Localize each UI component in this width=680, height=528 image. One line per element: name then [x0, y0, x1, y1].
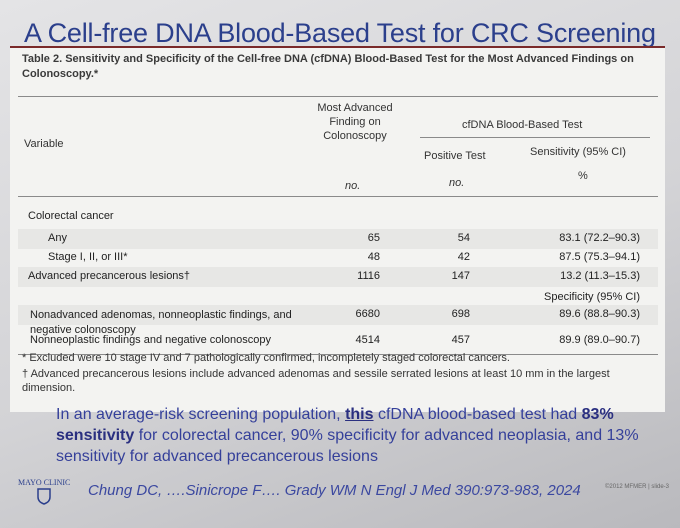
slide-title: A Cell-free DNA Blood-Based Test for CRC…: [24, 18, 656, 48]
summary: In an average-risk screening population,…: [56, 404, 656, 467]
row-label: Stage I, II, or III*: [48, 251, 128, 263]
row-label: Any: [48, 232, 67, 244]
citation: Chung DC, ….Sinicrope F…. Grady WM N Eng…: [88, 482, 581, 499]
header: Positive Test: [424, 150, 486, 162]
rule: [420, 137, 650, 138]
unit: no.: [345, 180, 361, 192]
cell: Specificity (95% CI): [544, 291, 640, 303]
footnote: † Advanced precancerous lesions include …: [22, 368, 610, 394]
cell: 65: [367, 232, 380, 244]
row-label: Advanced precancerous lesions†: [28, 270, 191, 282]
cell: 6680: [355, 308, 380, 320]
logo-text: MAYO CLINIC: [18, 478, 71, 487]
summary-text: cfDNA blood-based test had: [373, 406, 582, 423]
cell: 457: [451, 334, 470, 346]
footnote: * Excluded were 10 stage IV and 7 pathol…: [22, 352, 510, 364]
cell: 13.2 (11.3–15.3): [560, 270, 640, 282]
cell: 87.5 (75.3–94.1): [559, 251, 640, 263]
unit: no.: [449, 177, 465, 189]
unit: %: [578, 170, 588, 182]
cell: 54: [457, 232, 470, 244]
row-label: Nonneoplastic findings and negative colo…: [30, 334, 271, 346]
header: Most Advanced Finding on Colonoscopy: [317, 102, 393, 142]
summary-text: for colorectal cancer, 90% specificity f…: [56, 427, 639, 465]
cell: 89.6 (88.8–90.3): [559, 308, 640, 320]
cell: 4514: [355, 334, 380, 346]
rule: [18, 96, 658, 97]
cell: 147: [451, 270, 470, 282]
table-caption: Table 2. Sensitivity and Specificity of …: [22, 53, 634, 80]
header: Variable: [24, 138, 64, 150]
header: cfDNA Blood-Based Test: [462, 119, 583, 131]
cell: 698: [451, 308, 470, 320]
row-shade: [18, 305, 658, 325]
copyright: ©2012 MFMER | slide-3: [605, 484, 669, 490]
summary-text: In an average-risk screening population,: [56, 406, 346, 423]
summary-emphasis: sensitivity: [56, 427, 135, 444]
row-label: Colorectal cancer: [28, 210, 114, 222]
rule: [18, 354, 658, 355]
cell: 83.1 (72.2–90.3): [559, 232, 640, 244]
cell: 1116: [357, 270, 380, 282]
logo-shield: [37, 488, 51, 505]
logo: MAYO CLINIC: [18, 478, 70, 507]
summary-emphasis: this: [345, 406, 374, 423]
rule: [18, 196, 658, 197]
header: Sensitivity (95% CI): [530, 146, 626, 158]
row-shade: [18, 229, 658, 249]
row-label: Nonadvanced adenomas, nonneoplastic find…: [30, 309, 292, 336]
row-shade: [18, 267, 658, 287]
summary-emphasis: 83%: [581, 406, 614, 423]
cell: 89.9 (89.0–90.7): [559, 334, 640, 346]
cell: 48: [367, 251, 380, 263]
cell: 42: [457, 251, 470, 263]
